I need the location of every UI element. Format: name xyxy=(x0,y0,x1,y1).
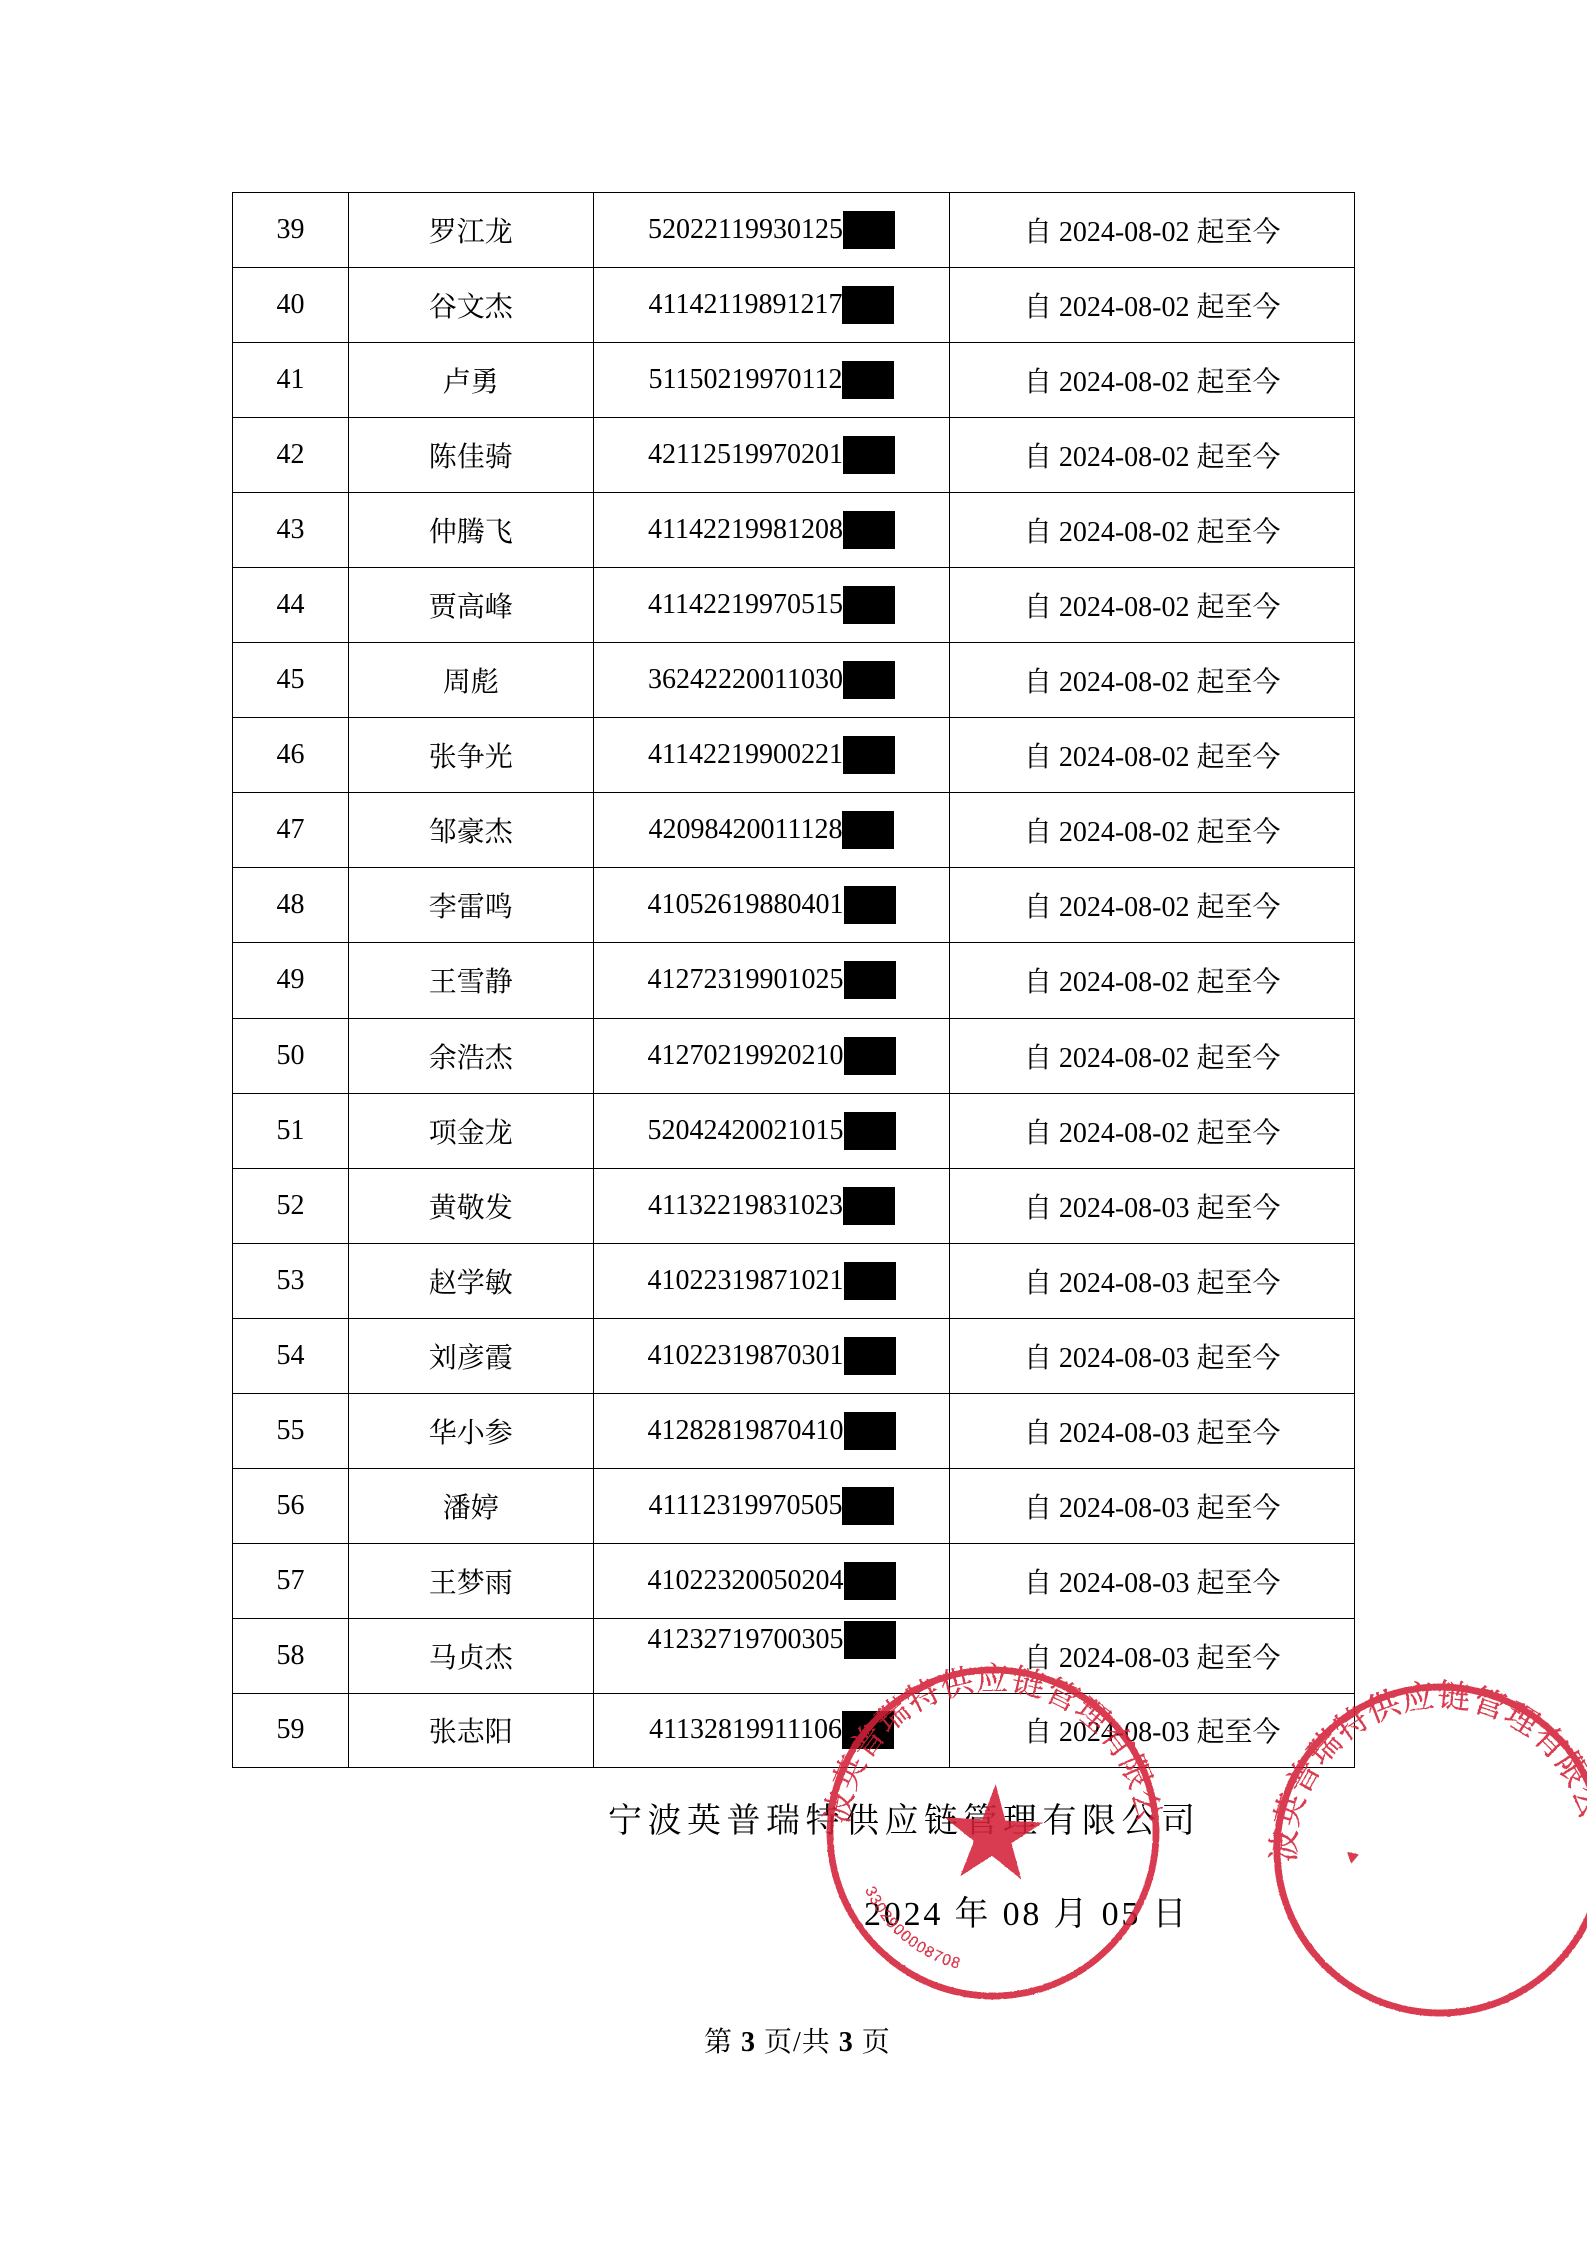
svg-text:3302900008708: 3302900008708 xyxy=(861,1884,963,1973)
